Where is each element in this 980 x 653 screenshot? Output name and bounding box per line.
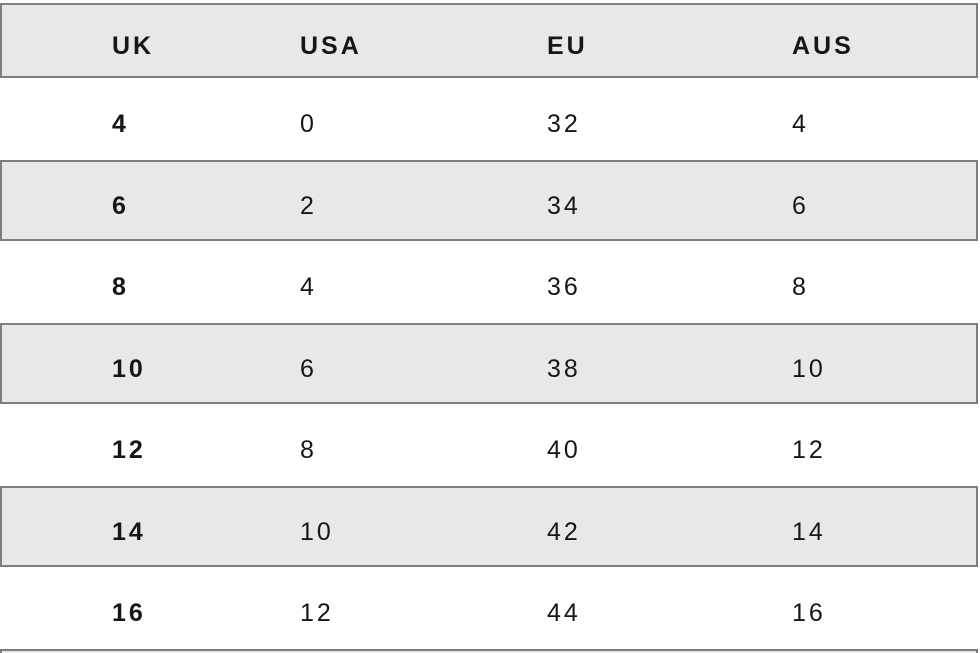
cell-usa: 6 xyxy=(300,354,317,383)
cell-usa: 12 xyxy=(300,599,334,628)
table-header-row: UK USA EU AUS xyxy=(0,3,978,78)
cell-usa: 8 xyxy=(300,436,317,465)
cell-aus: 10 xyxy=(792,354,826,383)
table-row: 8 4 36 8 xyxy=(0,241,978,323)
table-row: 4 0 32 4 xyxy=(0,78,978,160)
cell-eu: 32 xyxy=(547,110,581,139)
cell-usa: 4 xyxy=(300,273,317,302)
cell-usa: 10 xyxy=(300,517,334,546)
cell-aus: 16 xyxy=(792,599,826,628)
table-row: 16 12 44 16 xyxy=(0,567,978,649)
cell-aus: 12 xyxy=(792,436,826,465)
cell-aus: 4 xyxy=(792,110,809,139)
cell-eu: 44 xyxy=(547,599,581,628)
cell-aus: 8 xyxy=(792,273,809,302)
cell-uk: 10 xyxy=(112,354,146,383)
table-row: 14 10 42 14 xyxy=(0,485,978,567)
cell-uk: 6 xyxy=(112,191,129,220)
table-row: 10 6 38 10 xyxy=(0,322,978,404)
cell-eu: 42 xyxy=(547,517,581,546)
cell-eu: 38 xyxy=(547,354,581,383)
cell-aus: 14 xyxy=(792,517,826,546)
header-cell-uk: UK xyxy=(112,32,155,60)
cell-eu: 34 xyxy=(547,191,581,220)
cell-usa: 0 xyxy=(300,110,317,139)
table-row-partial xyxy=(0,648,978,653)
header-cell-usa: USA xyxy=(300,32,362,60)
table-row: 12 8 40 12 xyxy=(0,404,978,486)
cell-uk: 16 xyxy=(112,599,146,628)
cell-eu: 40 xyxy=(547,436,581,465)
table-row: 6 2 34 6 xyxy=(0,159,978,241)
cell-uk: 4 xyxy=(112,110,129,139)
cell-uk: 8 xyxy=(112,273,129,302)
cell-uk: 14 xyxy=(112,517,146,546)
size-conversion-table: UK USA EU AUS 4 0 32 4 6 2 34 6 8 4 36 8… xyxy=(0,3,978,653)
cell-uk: 12 xyxy=(112,436,146,465)
header-cell-eu: EU xyxy=(547,32,588,60)
cell-aus: 6 xyxy=(792,191,809,220)
header-cell-aus: AUS xyxy=(792,32,854,60)
cell-eu: 36 xyxy=(547,273,581,302)
cell-usa: 2 xyxy=(300,191,317,220)
